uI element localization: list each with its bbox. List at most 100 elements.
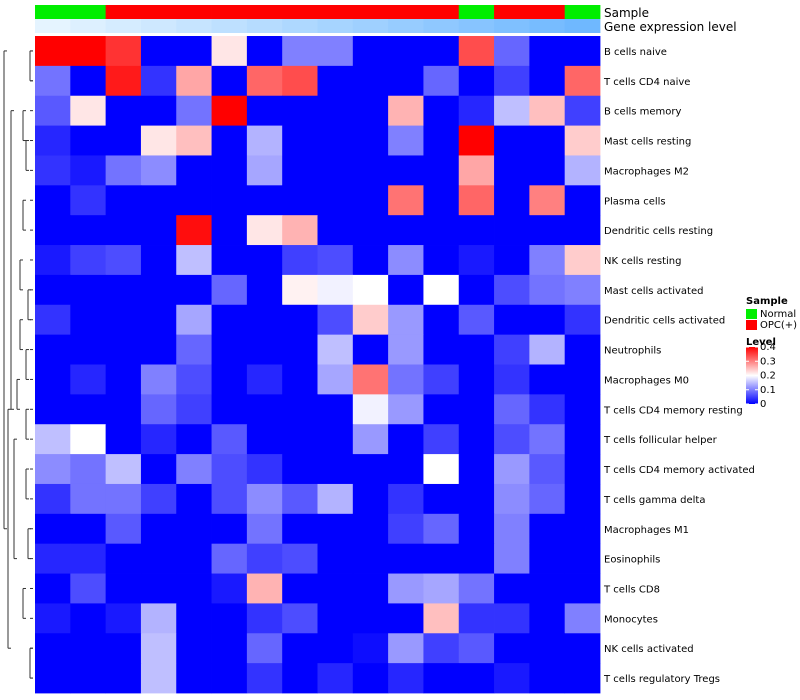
heatmap-cell bbox=[70, 454, 107, 485]
heatmap-cell bbox=[35, 245, 71, 276]
heatmap-cell bbox=[211, 364, 248, 395]
heatmap-cell bbox=[282, 424, 318, 455]
level-tick-label: 0.3 bbox=[760, 356, 776, 367]
heatmap-cell bbox=[176, 364, 212, 395]
heatmap-cell bbox=[246, 543, 283, 574]
heatmap-cell bbox=[564, 454, 601, 485]
heatmap-cell bbox=[140, 155, 177, 186]
heatmap-cell bbox=[564, 483, 601, 515]
heatmap-cell bbox=[423, 36, 460, 67]
heatmap-cell bbox=[423, 95, 460, 126]
expression-annotation-cell bbox=[140, 19, 177, 33]
heatmap-cell bbox=[70, 483, 107, 515]
heatmap-cell bbox=[388, 573, 424, 604]
heatmap-cell bbox=[564, 513, 601, 545]
heatmap-cell bbox=[105, 125, 142, 156]
heatmap-cell bbox=[140, 603, 177, 634]
heatmap-cell bbox=[529, 603, 566, 634]
heatmap-cell bbox=[105, 513, 142, 545]
row-label: T cells CD4 memory activated bbox=[603, 465, 755, 476]
heatmap-cell bbox=[176, 95, 212, 126]
row-label: Eosinophils bbox=[604, 555, 660, 566]
heatmap-cell bbox=[352, 95, 389, 126]
heatmap-cell bbox=[564, 36, 601, 67]
row-label: Mast cells resting bbox=[604, 137, 691, 148]
heatmap-cell bbox=[105, 483, 142, 515]
heatmap-cell bbox=[458, 245, 495, 276]
heatmap-cell bbox=[282, 304, 318, 336]
heatmap-cell bbox=[352, 155, 389, 186]
heatmap-cell bbox=[70, 304, 107, 336]
heatmap-cell bbox=[529, 334, 566, 365]
heatmap-cell bbox=[70, 215, 107, 246]
sample-annotation-cell bbox=[140, 5, 177, 19]
heatmap-cell bbox=[317, 274, 354, 306]
heatmap-cell bbox=[388, 185, 424, 216]
heatmap-cell bbox=[211, 483, 248, 515]
row-label: T cells CD4 memory resting bbox=[603, 405, 743, 416]
heatmap-cell bbox=[140, 95, 177, 126]
heatmap-cell bbox=[282, 334, 318, 365]
heatmap-cell bbox=[105, 424, 142, 455]
heatmap-cell bbox=[423, 513, 460, 545]
heatmap-cell bbox=[246, 394, 283, 425]
heatmap-cell bbox=[140, 274, 177, 306]
heatmap-cell bbox=[494, 304, 530, 336]
heatmap-cell bbox=[352, 185, 389, 216]
heatmap-cell bbox=[176, 454, 212, 485]
heatmap-cell bbox=[211, 215, 248, 246]
heatmap-cell bbox=[494, 663, 530, 694]
heatmap-cell bbox=[564, 215, 601, 246]
sample-annotation-cell bbox=[70, 5, 107, 19]
heatmap-cell bbox=[458, 633, 495, 664]
heatmap-cell bbox=[317, 95, 354, 126]
heatmap-cell bbox=[352, 36, 389, 67]
heatmap-cell bbox=[35, 603, 71, 634]
heatmap-cell bbox=[494, 573, 530, 604]
heatmap-cell bbox=[388, 36, 424, 67]
heatmap-cell bbox=[140, 424, 177, 455]
heatmap-cell bbox=[35, 364, 71, 395]
heatmap-cell bbox=[211, 95, 248, 126]
heatmap-cell bbox=[282, 513, 318, 545]
heatmap-cell bbox=[211, 334, 248, 365]
heatmap-cell bbox=[211, 424, 248, 455]
heatmap-cell bbox=[140, 334, 177, 365]
heatmap-cell bbox=[388, 603, 424, 634]
expression-annotation-cell bbox=[529, 19, 566, 33]
heatmap-cell bbox=[458, 663, 495, 694]
heatmap-cell bbox=[564, 334, 601, 365]
heatmap-cell bbox=[458, 155, 495, 186]
heatmap-cell bbox=[246, 454, 283, 485]
heatmap-cell bbox=[211, 36, 248, 67]
heatmap-cell bbox=[458, 125, 495, 156]
heatmap-cell bbox=[423, 185, 460, 216]
heatmap-cell bbox=[317, 394, 354, 425]
heatmap-cell bbox=[282, 125, 318, 156]
heatmap-cell bbox=[529, 573, 566, 604]
heatmap-cell bbox=[176, 245, 212, 276]
heatmap-cell bbox=[494, 334, 530, 365]
heatmap-cell bbox=[35, 513, 71, 545]
heatmap-cell bbox=[494, 36, 530, 67]
heatmap-cell bbox=[529, 125, 566, 156]
heatmap-cell bbox=[494, 543, 530, 574]
heatmap-cell bbox=[388, 274, 424, 306]
heatmap-cell bbox=[211, 663, 248, 694]
row-label: Monocytes bbox=[604, 614, 658, 625]
heatmap-cell bbox=[70, 274, 107, 306]
sample-annotation-cell bbox=[529, 5, 566, 19]
heatmap-cell bbox=[176, 394, 212, 425]
heatmap-cell bbox=[529, 663, 566, 694]
heatmap-cell bbox=[352, 245, 389, 276]
heatmap-cell bbox=[246, 274, 283, 306]
heatmap-cell bbox=[105, 36, 142, 67]
heatmap-cell bbox=[246, 215, 283, 246]
heatmap-cell bbox=[70, 245, 107, 276]
heatmap-cell bbox=[70, 95, 107, 126]
row-labels: B cells naive T cells CD4 naive B cells me… bbox=[603, 47, 755, 685]
heatmap-cell bbox=[176, 304, 212, 336]
heatmap-cell bbox=[564, 274, 601, 306]
